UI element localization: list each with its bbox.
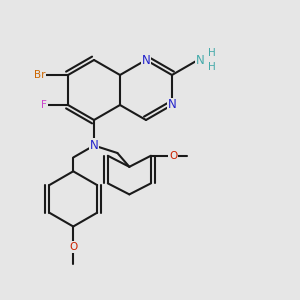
Text: N: N — [168, 98, 176, 112]
Text: N: N — [142, 53, 150, 67]
Text: N: N — [196, 53, 204, 67]
Text: O: O — [169, 151, 177, 161]
Text: H: H — [208, 62, 216, 72]
Text: N: N — [90, 139, 98, 152]
Text: F: F — [41, 100, 47, 110]
Text: H: H — [208, 48, 216, 58]
Text: Br: Br — [34, 70, 45, 80]
Text: O: O — [69, 242, 77, 252]
